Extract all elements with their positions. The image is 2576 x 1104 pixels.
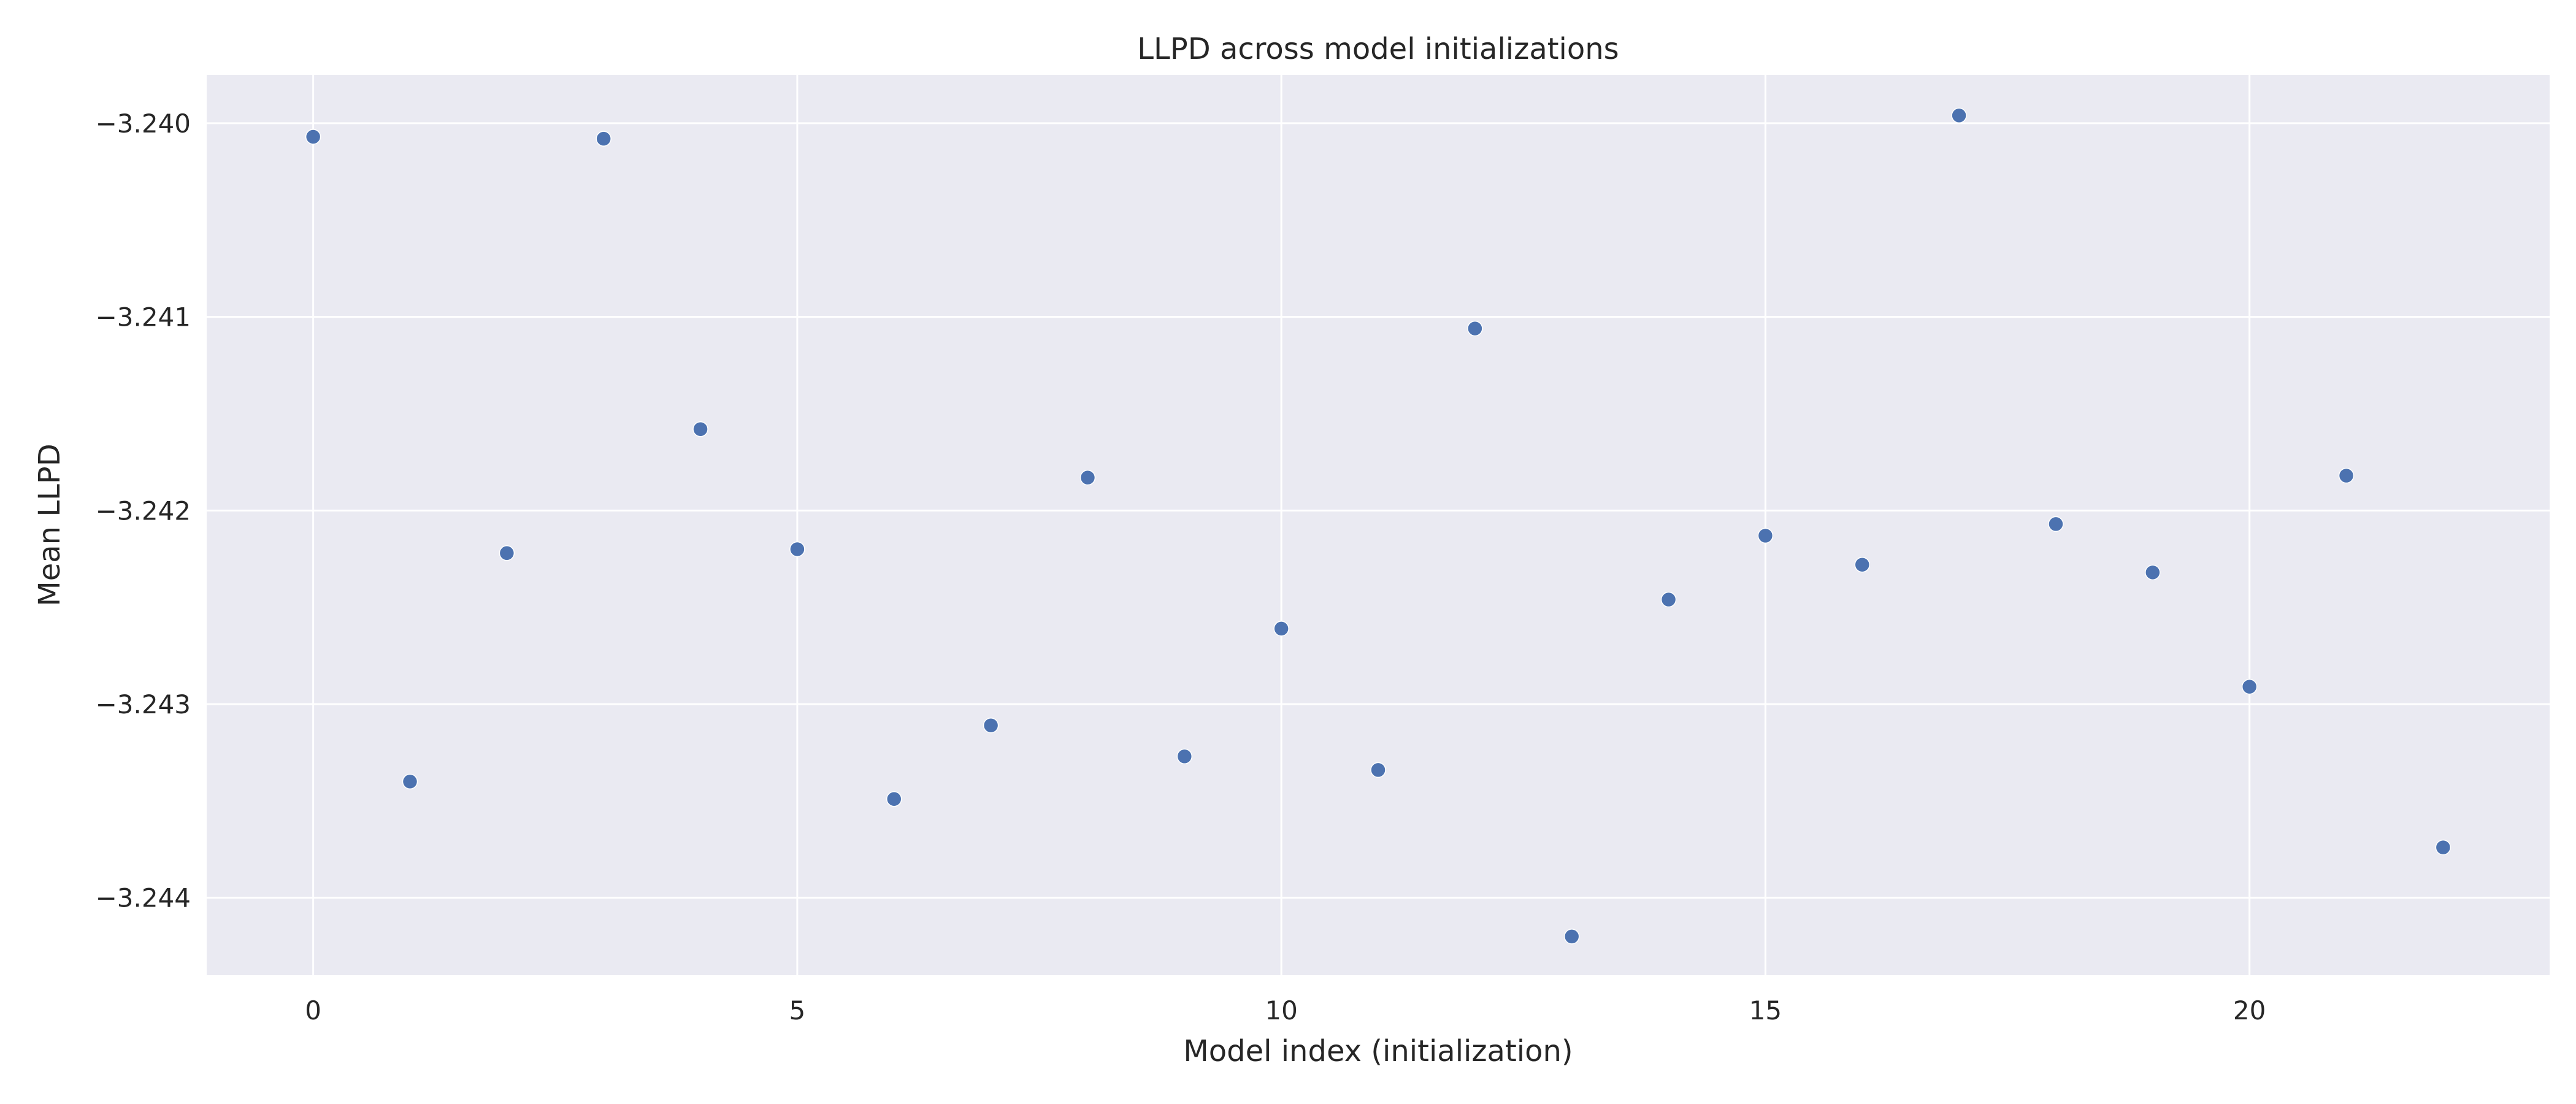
data-point bbox=[2048, 516, 2064, 532]
data-point bbox=[983, 717, 999, 734]
data-point bbox=[1757, 527, 1774, 544]
x-tick-label: 0 bbox=[305, 995, 321, 1025]
data-point bbox=[886, 791, 902, 807]
data-point bbox=[1467, 320, 1483, 337]
data-point bbox=[1079, 469, 1096, 486]
data-point bbox=[1176, 748, 1193, 765]
y-tick-label: −3.242 bbox=[96, 496, 191, 526]
x-tick-labels: 0 5 10 15 20 bbox=[305, 995, 2266, 1025]
x-tick-label: 10 bbox=[1265, 995, 1297, 1025]
data-point bbox=[789, 541, 805, 558]
y-gridlines bbox=[207, 122, 2550, 899]
data-point bbox=[1370, 762, 1386, 778]
data-point bbox=[1854, 556, 1871, 573]
data-point bbox=[1660, 591, 1677, 608]
data-point bbox=[2338, 467, 2355, 484]
data-point bbox=[1273, 621, 1289, 637]
data-point bbox=[2145, 564, 2161, 581]
x-tick-label: 5 bbox=[789, 995, 806, 1025]
data-point bbox=[305, 129, 321, 145]
y-tick-label: −3.243 bbox=[96, 689, 191, 719]
data-point bbox=[1951, 107, 1967, 124]
data-point bbox=[402, 773, 418, 790]
data-points bbox=[305, 107, 2451, 945]
data-point bbox=[1563, 929, 1580, 945]
data-point bbox=[596, 131, 611, 147]
y-tick-label: −3.241 bbox=[96, 302, 191, 332]
y-tick-label: −3.240 bbox=[96, 109, 191, 139]
data-point bbox=[692, 421, 708, 437]
y-axis-label: Mean LLPD bbox=[33, 443, 67, 606]
x-tick-label: 15 bbox=[1749, 995, 1782, 1025]
y-tick-labels: −3.240 −3.241 −3.242 −3.243 −3.244 bbox=[96, 109, 191, 913]
chart-title: LLPD across model initializations bbox=[1137, 32, 1619, 66]
x-tick-label: 20 bbox=[2233, 995, 2266, 1025]
x-axis-label: Model index (initialization) bbox=[1183, 1034, 1573, 1068]
data-point bbox=[2435, 839, 2451, 856]
x-gridlines bbox=[312, 75, 2251, 975]
data-point bbox=[2241, 678, 2258, 695]
data-point bbox=[499, 545, 515, 561]
y-tick-label: −3.244 bbox=[96, 883, 191, 913]
plot-area bbox=[207, 75, 2550, 975]
